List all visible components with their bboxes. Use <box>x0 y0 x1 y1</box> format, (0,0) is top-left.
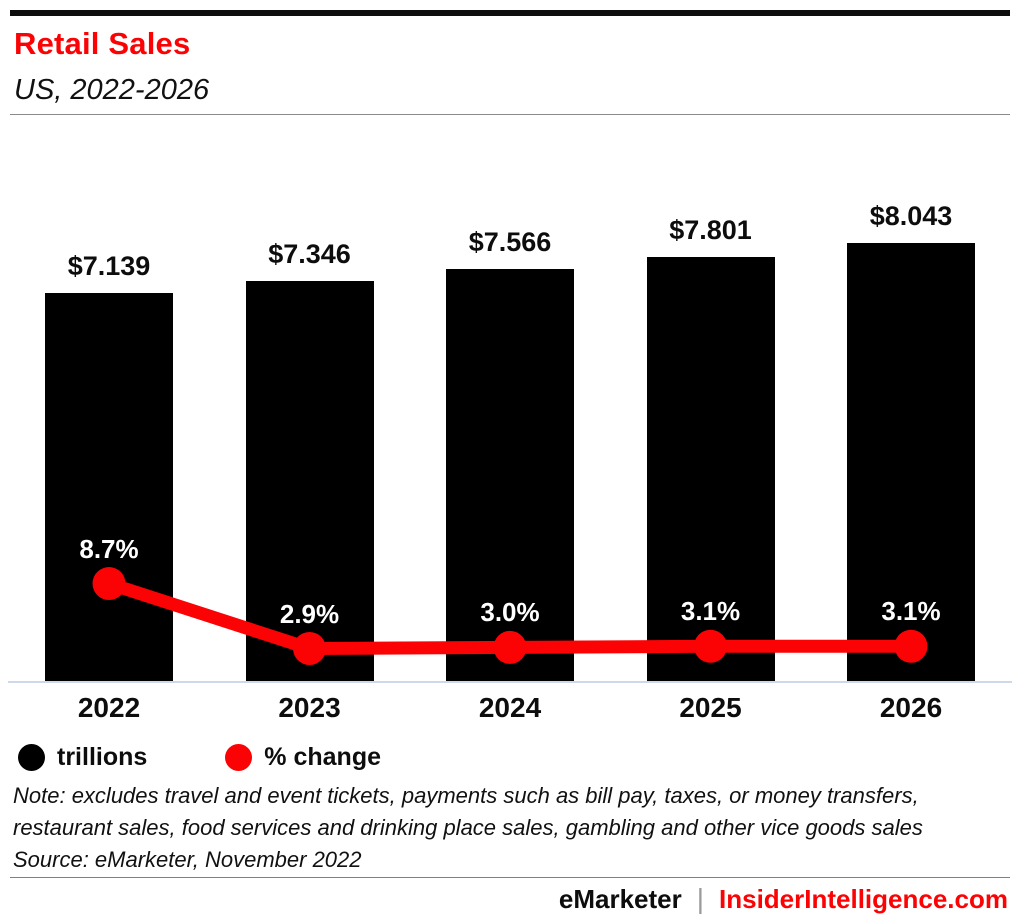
notes-block: Note: excludes travel and event tickets,… <box>13 780 963 876</box>
x-axis-label: 2026 <box>879 692 943 723</box>
line-point <box>92 567 126 601</box>
bar-2022 <box>45 292 173 681</box>
chart-subtitle: US, 2022-2026 <box>14 74 210 106</box>
pct-change-dot-icon <box>225 743 253 771</box>
line-value-label: 2.9% <box>279 598 340 629</box>
bar-2026 <box>847 243 975 681</box>
x-axis-label: 2024 <box>478 692 542 723</box>
legend: trillions % change <box>18 742 381 772</box>
line-point <box>493 630 527 664</box>
legend-label-trillions: trillions <box>57 742 148 771</box>
plot-area: $7.139 8.7% $7.346 2.9% $7.566 3.0% $7.801 3.1%… <box>0 110 1020 683</box>
line-value-label: 3.1% <box>680 596 741 627</box>
emarketer-logo: eMarketer <box>558 883 682 914</box>
bar-value-label: $7.566 <box>468 227 552 258</box>
insider-intelligence-link: InsiderIntelligence.com <box>719 883 1008 914</box>
x-axis-label: 2023 <box>278 692 341 723</box>
trillions-dot-icon <box>18 743 45 771</box>
bar-2024 <box>446 269 574 681</box>
x-axis-label: 2025 <box>679 692 742 723</box>
footer: eMarketer | InsiderIntelligence.com <box>559 883 1008 915</box>
line-point <box>694 629 727 663</box>
bar-value-label: $8.043 <box>869 201 953 232</box>
footer-divider <box>10 877 1010 878</box>
bar-2025 <box>646 256 775 681</box>
pct-change-line-layer <box>92 567 928 666</box>
footer-separator: | <box>696 883 705 914</box>
bar-value-label: $7.346 <box>268 239 351 270</box>
line-point <box>293 632 326 666</box>
source-text: Source: eMarketer, November 2022 <box>13 847 362 872</box>
line-value-label: 3.1% <box>881 596 941 627</box>
legend-label-pct-change: % change <box>264 742 381 771</box>
chart-title: Retail Sales <box>14 26 191 61</box>
legend-item-pct-change: % change <box>225 743 381 772</box>
x-axis: 2022 2023 2024 2025 2026 <box>0 692 1020 724</box>
x-axis-label: 2022 <box>77 692 141 723</box>
bar-value-label: $7.801 <box>669 214 752 245</box>
top-rule <box>10 10 1010 16</box>
bar-value-label: $7.139 <box>67 250 151 281</box>
note-text: Note: excludes travel and event tickets,… <box>13 783 923 840</box>
legend-item-trillions: trillions <box>18 743 147 772</box>
line-value-label: 8.7% <box>79 533 139 564</box>
header-divider <box>10 114 1010 115</box>
line-point <box>894 629 928 663</box>
line-value-label: 3.0% <box>480 597 540 628</box>
bar-2023 <box>245 281 374 681</box>
x-axis-line <box>8 681 1012 683</box>
